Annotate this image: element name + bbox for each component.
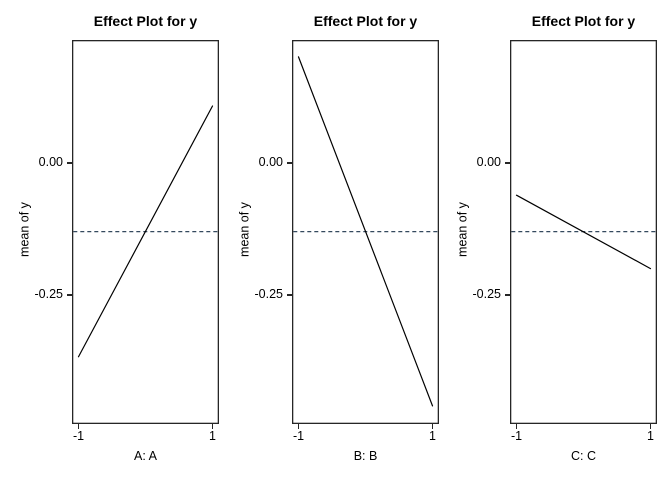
x-tick-label: 1 (429, 429, 436, 443)
plot-panel (292, 40, 439, 424)
x-tick-mark (297, 424, 300, 429)
panel-border (510, 40, 657, 424)
y-tick-mark (505, 294, 510, 296)
y-axis-label: mean of y (17, 202, 32, 257)
x-tick-label: -1 (292, 429, 305, 443)
plot-panel (510, 40, 657, 424)
effect-plot-panel-a: Effect Plot for y mean of y 0.00 -0.25 -… (0, 0, 229, 480)
plot-title: Effect Plot for y (531, 13, 636, 29)
x-tick-mark (431, 424, 434, 429)
y-tick-label: -0.25 (34, 287, 64, 301)
y-tick-mark (505, 162, 510, 164)
y-tick-label: -0.25 (254, 287, 284, 301)
y-tick-mark (287, 162, 292, 164)
effect-plot-panel-b: Effect Plot for y mean of y 0.00 -0.25 -… (220, 0, 449, 480)
y-tick-label: 0.00 (38, 155, 63, 169)
effect-line-a (77, 105, 214, 358)
panel-border (292, 40, 439, 424)
plot-title: Effect Plot for y (93, 13, 198, 29)
panel-border (72, 40, 219, 424)
y-tick-label: 0.00 (476, 155, 501, 169)
x-tick-label: -1 (72, 429, 85, 443)
effect-line-b (297, 56, 434, 407)
effect-line-c (515, 194, 652, 270)
x-tick-label: 1 (209, 429, 216, 443)
x-axis-label: A: A (134, 449, 157, 463)
x-tick-label: -1 (510, 429, 523, 443)
x-tick-mark (515, 424, 518, 429)
effect-plot-panel-c: Effect Plot for y mean of y 0.00 -0.25 -… (438, 0, 667, 480)
y-axis-label: mean of y (237, 202, 252, 257)
x-axis-label: C: C (571, 449, 596, 463)
plot-title: Effect Plot for y (313, 13, 418, 29)
y-tick-label: -0.25 (472, 287, 502, 301)
y-tick-mark (287, 294, 292, 296)
x-tick-mark (649, 424, 652, 429)
y-tick-mark (67, 294, 72, 296)
x-tick-label: 1 (647, 429, 654, 443)
y-tick-label: 0.00 (258, 155, 283, 169)
y-tick-mark (67, 162, 72, 164)
plot-panel (72, 40, 219, 424)
x-tick-mark (77, 424, 80, 429)
y-axis-label: mean of y (455, 202, 470, 257)
x-tick-mark (211, 424, 214, 429)
x-axis-label: B: B (353, 449, 378, 463)
